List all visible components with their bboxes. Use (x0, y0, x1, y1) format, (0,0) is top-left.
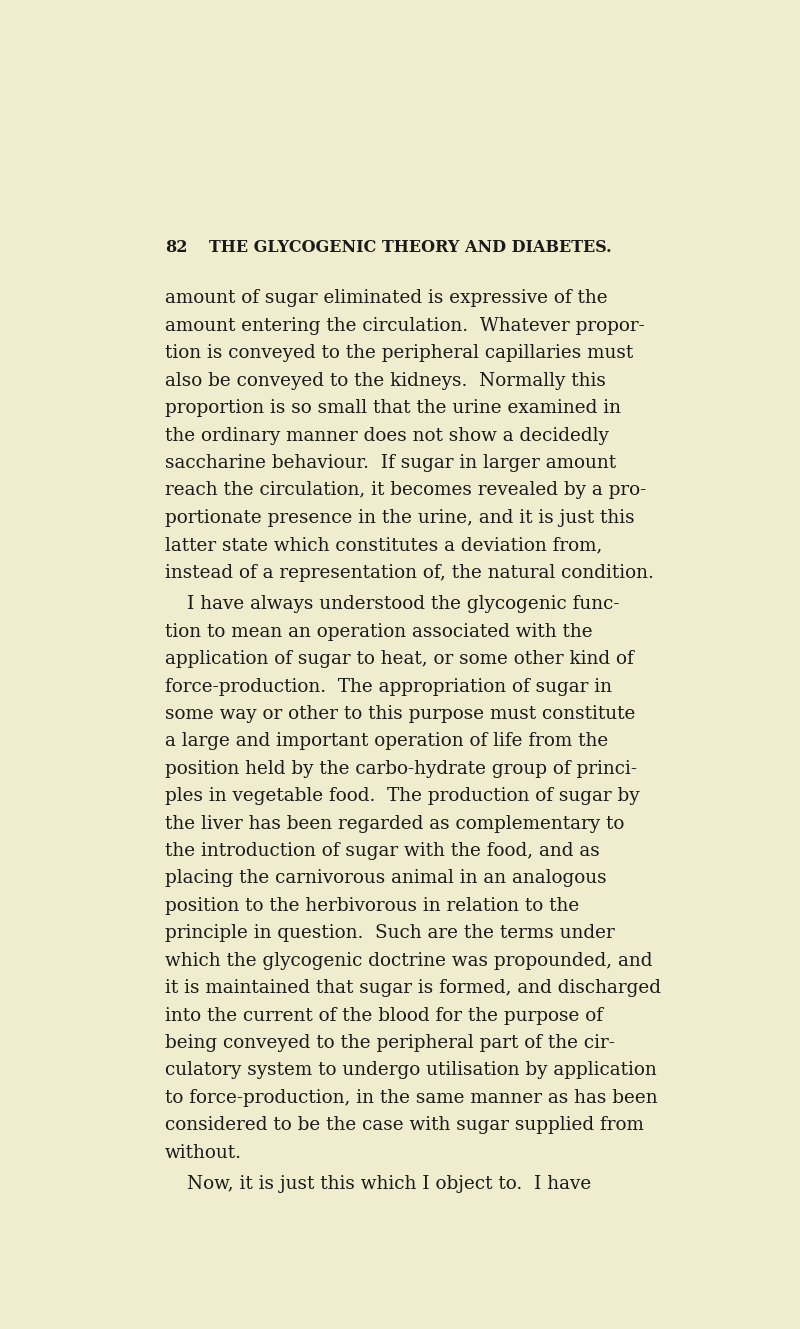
Text: placing the carnivorous animal in an analogous: placing the carnivorous animal in an ana… (165, 869, 606, 888)
Text: force-production.  The appropriation of sugar in: force-production. The appropriation of s… (165, 678, 612, 695)
Text: which the glycogenic doctrine was propounded, and: which the glycogenic doctrine was propou… (165, 952, 653, 970)
Text: being conveyed to the peripheral part of the cir-: being conveyed to the peripheral part of… (165, 1034, 615, 1053)
Text: without.: without. (165, 1144, 242, 1162)
Text: reach the circulation, it becomes revealed by a pro-: reach the circulation, it becomes reveal… (165, 481, 646, 500)
Text: principle in question.  Such are the terms under: principle in question. Such are the term… (165, 925, 615, 942)
Text: into the current of the blood for the purpose of: into the current of the blood for the pu… (165, 1006, 603, 1025)
Text: a large and important operation of life from the: a large and important operation of life … (165, 732, 608, 751)
Text: instead of a representation of, the natural condition.: instead of a representation of, the natu… (165, 563, 654, 582)
Text: 82: 82 (165, 239, 187, 255)
Text: the introduction of sugar with the food, and as: the introduction of sugar with the food,… (165, 843, 600, 860)
Text: amount of sugar eliminated is expressive of the: amount of sugar eliminated is expressive… (165, 290, 608, 307)
Text: Now, it is just this which I object to.  I have: Now, it is just this which I object to. … (187, 1175, 591, 1193)
Text: tion to mean an operation associated with the: tion to mean an operation associated wit… (165, 623, 593, 641)
Text: tion is conveyed to the peripheral capillaries must: tion is conveyed to the peripheral capil… (165, 344, 634, 363)
Text: ples in vegetable food.  The production of sugar by: ples in vegetable food. The production o… (165, 787, 640, 805)
Text: I have always understood the glycogenic func-: I have always understood the glycogenic … (187, 595, 619, 613)
Text: the ordinary manner does not show a decidedly: the ordinary manner does not show a deci… (165, 427, 609, 445)
Text: some way or other to this purpose must constitute: some way or other to this purpose must c… (165, 704, 635, 723)
Text: saccharine behaviour.  If sugar in larger amount: saccharine behaviour. If sugar in larger… (165, 455, 616, 472)
Text: application of sugar to heat, or some other kind of: application of sugar to heat, or some ot… (165, 650, 634, 668)
Text: also be conveyed to the kidneys.  Normally this: also be conveyed to the kidneys. Normall… (165, 372, 606, 389)
Text: considered to be the case with sugar supplied from: considered to be the case with sugar sup… (165, 1116, 644, 1135)
Text: it is maintained that sugar is formed, and discharged: it is maintained that sugar is formed, a… (165, 979, 661, 997)
Text: THE GLYCOGENIC THEORY AND DIABETES.: THE GLYCOGENIC THEORY AND DIABETES. (209, 239, 611, 255)
Text: latter state which constitutes a deviation from,: latter state which constitutes a deviati… (165, 537, 602, 554)
Text: position to the herbivorous in relation to the: position to the herbivorous in relation … (165, 897, 579, 914)
Text: amount entering the circulation.  Whatever propor-: amount entering the circulation. Whateve… (165, 316, 645, 335)
Text: position held by the carbo-hydrate group of princi-: position held by the carbo-hydrate group… (165, 760, 637, 777)
Text: portionate presence in the urine, and it is just this: portionate presence in the urine, and it… (165, 509, 634, 526)
Text: culatory system to undergo utilisation by application: culatory system to undergo utilisation b… (165, 1062, 657, 1079)
Text: to force-production, in the same manner as has been: to force-production, in the same manner … (165, 1088, 658, 1107)
Text: the liver has been regarded as complementary to: the liver has been regarded as complemen… (165, 815, 625, 833)
Text: proportion is so small that the urine examined in: proportion is so small that the urine ex… (165, 399, 621, 417)
